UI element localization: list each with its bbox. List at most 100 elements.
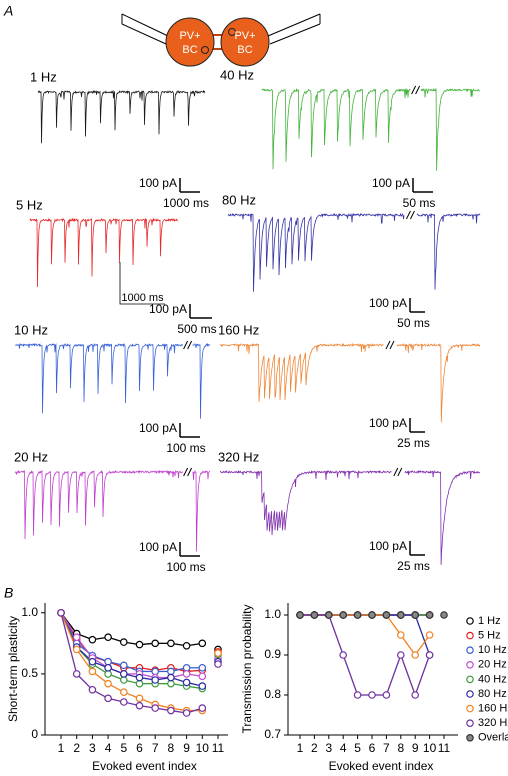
x-tick-label: 4 (105, 741, 112, 755)
x-tick-label: 3 (325, 741, 332, 755)
trace-label: 40 Hz (220, 67, 254, 82)
inset-bracket (119, 262, 165, 305)
inset-label: 1000 ms (121, 292, 164, 304)
data-point (396, 611, 405, 619)
data-point (411, 651, 420, 659)
legend-marker (466, 733, 474, 742)
data-point (135, 701, 144, 710)
series-segment (414, 634, 431, 656)
trace-label: 80 Hz (222, 192, 256, 207)
data-point (104, 694, 112, 703)
data-point (88, 635, 97, 644)
cell-label: BC (182, 44, 197, 56)
legend-label: 320 Hz (478, 717, 508, 729)
data-point (167, 639, 175, 648)
data-point (72, 645, 81, 654)
series-segment (328, 614, 344, 656)
data-point (411, 611, 420, 619)
synapse (228, 28, 236, 36)
panel-label: B (4, 585, 13, 601)
legend-label: 10 Hz (478, 644, 507, 656)
y-axis-label: Short-term plasticity (6, 616, 20, 722)
scale-label: 1000 ms (163, 196, 209, 210)
data-point (57, 608, 65, 617)
data-point (72, 633, 81, 642)
legend-label: 160 Hz (478, 703, 508, 715)
scale-label: 50 ms (403, 196, 436, 210)
series-segment (385, 654, 402, 696)
data-point (411, 691, 420, 699)
trace-label: 20 Hz (14, 449, 48, 464)
data-point (167, 706, 175, 715)
series-segment (414, 654, 431, 696)
trace (37, 89, 206, 144)
data-point (104, 679, 112, 688)
scale-label: 100 pA (369, 539, 407, 553)
data-point (382, 611, 391, 619)
data-point (104, 663, 112, 672)
data-point (88, 667, 97, 676)
x-tick-label: 9 (412, 741, 419, 755)
y-axis-label: Transmission probability (240, 605, 254, 734)
scale-label: 100 pA (369, 296, 407, 310)
electrode (121, 13, 169, 37)
scale-label: 100 pA (369, 416, 407, 430)
scale-label: 100 pA (149, 302, 187, 316)
data-point (120, 698, 128, 706)
legend-label: 80 Hz (478, 688, 507, 700)
data-point (425, 611, 434, 619)
y-tick-label: 0 (31, 727, 38, 741)
trace (29, 217, 179, 288)
y-tick-label: 0.5 (21, 666, 38, 680)
cell-label: PV+ (234, 30, 255, 42)
legend-label: 1 Hz (478, 615, 501, 627)
trace (219, 469, 392, 536)
data-point (151, 704, 160, 712)
x-axis-label: Evoked event index (329, 759, 434, 773)
scale-label: 100 pA (139, 176, 177, 190)
data-point (120, 670, 128, 678)
trace-label: 1 Hz (30, 69, 57, 84)
synapse (201, 46, 209, 54)
data-point (198, 682, 207, 690)
x-tick-label: 4 (340, 741, 347, 755)
data-point (214, 649, 222, 657)
data-point (151, 639, 160, 648)
data-point (214, 660, 222, 668)
legend-marker (466, 675, 474, 684)
trace (15, 342, 183, 414)
scale-label: 100 pA (372, 176, 410, 190)
data-point (104, 657, 112, 666)
x-tick-label: 1 (297, 741, 304, 755)
x-tick-label: 7 (152, 741, 159, 755)
legend-marker (466, 719, 474, 728)
x-axis-label: Evoked event index (92, 759, 197, 773)
x-tick-label: 3 (89, 741, 96, 755)
series-segment (60, 612, 78, 675)
x-tick-label: 6 (369, 741, 376, 755)
data-point (135, 640, 144, 649)
data-point (72, 670, 81, 678)
data-point (182, 709, 191, 717)
break-mark (187, 467, 193, 477)
scale-label: 50 ms (397, 316, 430, 330)
data-point (198, 639, 207, 648)
electrode (267, 13, 321, 37)
y-tick-label: 0.8 (264, 687, 281, 701)
legend-label: 5 Hz (478, 630, 501, 642)
data-point (120, 638, 128, 646)
data-point (104, 670, 112, 678)
data-point (88, 657, 97, 666)
series-segment (400, 654, 416, 696)
data-point (198, 704, 207, 712)
trace (404, 469, 480, 565)
trace (14, 469, 183, 540)
data-point (88, 685, 97, 694)
legend-marker (466, 704, 474, 713)
break-mark (187, 340, 193, 350)
x-tick-label: 5 (354, 741, 361, 755)
cell (220, 17, 270, 67)
x-tick-label: 11 (438, 741, 451, 755)
data-point (167, 673, 175, 682)
